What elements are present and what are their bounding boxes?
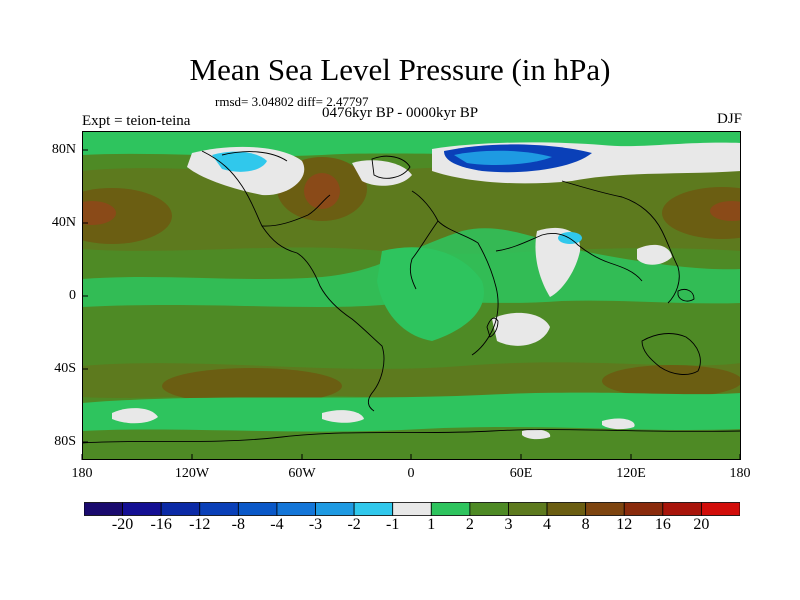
lon-label-180e: 180	[729, 466, 751, 481]
high-pacific-east	[662, 187, 741, 239]
lat-label-40s: 40S	[54, 361, 76, 376]
colorbar-box	[315, 502, 355, 516]
high-atlantic-core	[304, 173, 340, 209]
colorbar-label: 16	[654, 516, 671, 533]
colorbar-box	[276, 502, 316, 516]
chart-title: Mean Sea Level Pressure (in hPa)	[189, 52, 611, 87]
low-china-white	[637, 244, 672, 265]
colorbar-box	[353, 502, 394, 516]
colorbar-label: 4	[543, 516, 552, 533]
band-mid-antarctic	[82, 427, 741, 460]
colorbar	[84, 502, 740, 516]
colorbar-label: -3	[308, 516, 323, 533]
high-pacific-north	[82, 188, 172, 244]
colorbar-box	[84, 502, 123, 516]
colorbar-box	[430, 502, 471, 516]
high-south-pacific	[162, 368, 342, 404]
low-arabia-cyan	[558, 232, 582, 244]
colorbar-box	[662, 502, 702, 516]
colorbar-box	[546, 502, 587, 516]
colorbar-box	[237, 502, 278, 516]
band-green-africa	[377, 247, 484, 341]
lat-label-80s: 80S	[54, 434, 76, 449]
season-label: DJF	[716, 111, 742, 127]
colorbar-label: 1	[427, 516, 436, 533]
lon-label-180w: 180	[71, 466, 93, 481]
colorbar-box	[623, 502, 664, 516]
coastlines	[82, 150, 741, 444]
high-south-indian	[602, 365, 741, 397]
low-antarctic-white-4	[602, 418, 635, 430]
lon-label-0: 0	[407, 466, 415, 481]
low-antarctic-white-2	[322, 410, 364, 423]
lon-label-120e: 120E	[616, 466, 646, 481]
low-greenland-white	[352, 160, 412, 186]
rmsd-diff-stats: rmsd= 3.04802 diff= 2.47797	[215, 94, 369, 109]
colorbar-box	[199, 502, 239, 516]
lat-label-80n: 80N	[51, 142, 76, 157]
lon-label-120w: 120W	[174, 466, 210, 481]
colorbar-label: -12	[189, 516, 211, 533]
low-antarctic-white-3	[522, 429, 551, 440]
colorbar-label: -4	[270, 516, 284, 533]
experiment-label: Expt = teion-teina	[82, 113, 191, 129]
colorbar-label: 8	[581, 516, 590, 533]
colorbar-label: -16	[150, 516, 172, 533]
colorbar-box	[122, 502, 162, 516]
colorbar-box	[469, 502, 509, 516]
colorbar-box	[585, 502, 625, 516]
lon-label-60e: 60E	[509, 466, 533, 481]
colorbar-label: -20	[111, 516, 134, 533]
lat-label-40n: 40N	[51, 215, 76, 230]
low-antarctic-white-1	[112, 408, 158, 424]
colorbar-label: -1	[386, 516, 400, 533]
pressure-anomaly-map	[82, 131, 741, 460]
colorbar-box	[508, 502, 548, 516]
lat-label-0: 0	[69, 288, 76, 303]
colorbar-box	[701, 502, 740, 516]
period-label: 0476kyr BP - 0000kyr BP	[322, 105, 479, 121]
colorbar-label: 2	[465, 516, 474, 533]
colorbar-label: 20	[693, 516, 710, 533]
low-siberia-cyan	[454, 150, 552, 165]
colorbar-label: 3	[504, 516, 513, 533]
colorbar-label: -2	[347, 516, 361, 533]
low-arabia-white	[535, 227, 581, 297]
low-madagascar-white	[492, 312, 550, 346]
high-pacific-east-core	[710, 201, 741, 221]
high-pacific-north-core	[82, 201, 116, 225]
colorbar-box	[160, 502, 201, 516]
colorbar-box	[392, 502, 432, 516]
colorbar-label: -8	[231, 516, 245, 533]
colorbar-label: 12	[616, 516, 633, 533]
lon-label-60w: 60W	[288, 466, 316, 481]
